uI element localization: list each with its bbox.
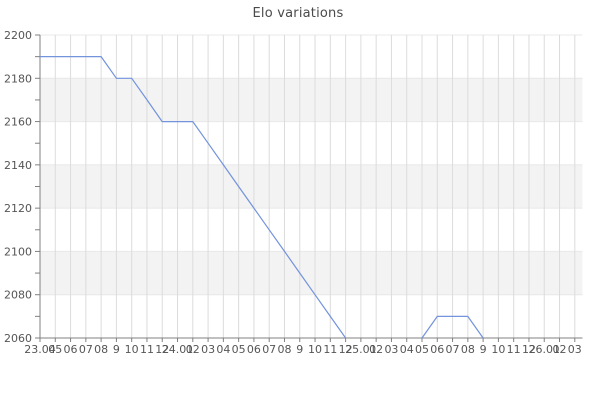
x-tick-label: 26.01: [528, 343, 560, 356]
x-tick-label: 06: [64, 343, 78, 356]
x-tick-label: 12: [339, 343, 353, 356]
x-tick-label: 02: [553, 343, 567, 356]
x-tick-label: 03: [201, 343, 215, 356]
y-tick-label: 2060: [4, 332, 32, 345]
x-tick-label: 10: [491, 343, 505, 356]
x-tick-label: 07: [446, 343, 460, 356]
x-tick-label: 9: [113, 343, 120, 356]
x-tick-label: 10: [308, 343, 322, 356]
x-tick-label: 03: [384, 343, 398, 356]
x-tick-label: 02: [369, 343, 383, 356]
y-tick-label: 2140: [4, 159, 32, 172]
x-tick-label: 9: [480, 343, 487, 356]
elo-line-segment: [40, 55, 347, 339]
x-tick-label: 10: [125, 343, 139, 356]
x-tick-label: 9: [296, 343, 303, 356]
y-tick-label: 2080: [4, 289, 32, 302]
x-tick-label: 11: [140, 343, 154, 356]
x-tick-label: 05: [415, 343, 429, 356]
x-tick-label: 07: [79, 343, 93, 356]
x-tick-label: 08: [461, 343, 475, 356]
x-tick-label: 03: [568, 343, 582, 356]
x-tick-label: 05: [48, 343, 62, 356]
x-tick-label: 23.04: [24, 343, 56, 356]
x-tick-label: 02: [186, 343, 200, 356]
x-tick-label: 12: [522, 343, 536, 356]
horizontal-band: [40, 251, 583, 295]
chart-title: Elo variations: [252, 6, 344, 21]
x-tick-label: 07: [262, 343, 276, 356]
x-tick-label: 08: [94, 343, 108, 356]
horizontal-band: [40, 164, 583, 209]
x-tick-label: 24.01: [162, 343, 194, 356]
y-tick-label: 2180: [4, 72, 32, 85]
y-tick-label: 2160: [4, 116, 32, 129]
horizontal-band: [40, 78, 583, 122]
x-tick-label: 05: [232, 343, 246, 356]
y-tick-label: 2120: [4, 202, 32, 215]
x-tick-label: 04: [216, 343, 230, 356]
x-tick-label: 04: [400, 343, 414, 356]
x-tick-label: 25.01: [345, 343, 377, 356]
x-tick-label: 06: [247, 343, 261, 356]
x-tick-label: 08: [277, 343, 291, 356]
y-tick-label: 2100: [4, 245, 32, 258]
x-tick-label: 12: [155, 343, 169, 356]
x-tick-label: 11: [323, 343, 337, 356]
elo-line-segment: [421, 315, 484, 339]
x-tick-label: 11: [507, 343, 521, 356]
y-tick-label: 2200: [4, 29, 32, 42]
x-tick-label: 06: [430, 343, 444, 356]
